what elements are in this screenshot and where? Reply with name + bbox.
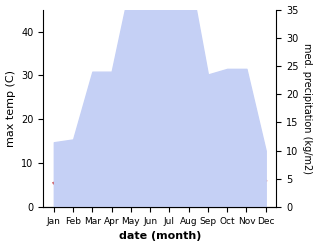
X-axis label: date (month): date (month) bbox=[119, 231, 201, 242]
Y-axis label: med. precipitation (kg/m2): med. precipitation (kg/m2) bbox=[302, 43, 313, 174]
Y-axis label: max temp (C): max temp (C) bbox=[5, 70, 16, 147]
